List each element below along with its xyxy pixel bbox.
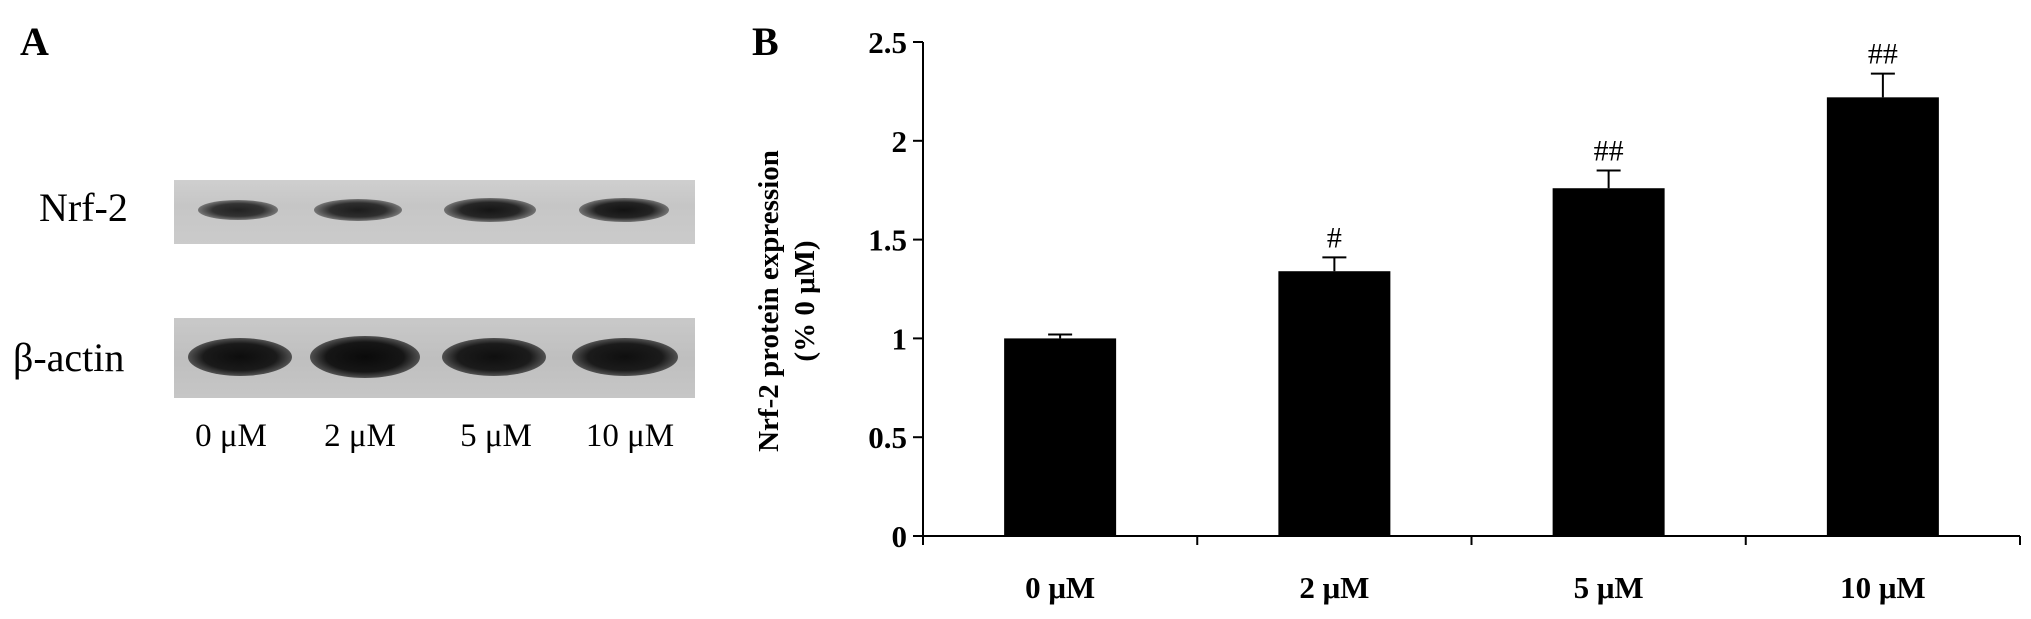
x-tick-label: 0 μM [1025,570,1095,605]
lane-label: 2 μM [324,418,396,454]
lane-label: 10 μM [585,418,675,454]
bar [1278,271,1391,536]
blot-label-nrf2: Nrf-2 [39,185,128,230]
blot-strip-beta-actin [174,318,695,398]
bar [1826,97,1939,536]
chart-plot-area: 0 0.5 1 1.5 2 2.5 0 μM #2 μM ## 5 μM ## 10 μM Nrf-2 … [753,25,2021,605]
significance-marker: ## [1868,38,1898,71]
blot-band [310,336,420,378]
bar [1552,188,1665,536]
blot-band [314,199,402,221]
x-tick-label: 5 μM [1574,570,1644,605]
y-tick-label: 0.5 [868,420,907,455]
blot-band [579,198,669,222]
y-tick-label: 2 [892,124,908,159]
y-tick-label: 2.5 [868,25,907,60]
y-axis-label-units: (% 0 μM) [789,240,821,361]
blot-band [188,338,292,376]
y-tick-label: 0 [892,519,908,554]
y-tick-label: 1.5 [868,223,907,258]
significance-marker: # [1327,221,1342,254]
panel-a-letter: A [20,19,49,64]
blot-band [442,338,546,376]
lane-label: 0 μM [195,418,267,454]
lane-label: 5 μM [460,418,532,454]
bar [1004,338,1117,536]
panel-b-letter: B [752,19,779,64]
blot-label-beta-actin: β-actin [13,335,125,380]
y-tick-label: 1 [892,321,908,356]
y-axis-label: Nrf-2 protein expression [753,150,785,452]
blot-band [572,338,678,376]
blot-band [198,200,278,220]
significance-marker: ## [1594,134,1624,167]
blot-strip-nrf2 [174,180,695,244]
blot-band [444,198,536,222]
x-tick-label: 10 μM [1840,570,1926,605]
x-tick-label: 2 μM [1299,570,1369,605]
